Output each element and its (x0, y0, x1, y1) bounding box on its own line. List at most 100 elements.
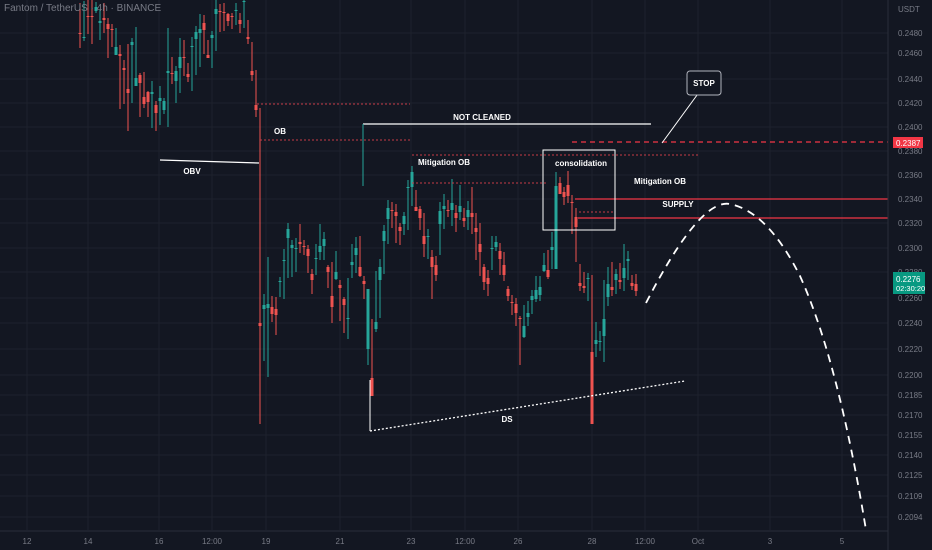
candle (498, 243, 502, 275)
candle-body (558, 183, 562, 194)
exchange: BINANCE (116, 3, 162, 14)
candle-body (506, 289, 510, 296)
candle-body (262, 305, 266, 309)
candle-body (206, 55, 210, 58)
candle-body (186, 74, 190, 77)
candle (602, 280, 606, 362)
mitigation-ob-label: Mitigation OB (634, 177, 686, 186)
candle (246, 20, 250, 44)
candle (450, 179, 454, 226)
candle (214, 0, 218, 51)
candle-body (214, 9, 218, 14)
candle-body (486, 278, 490, 284)
candle (454, 205, 458, 232)
stop-pointer (661, 90, 701, 144)
candle-body (386, 208, 390, 219)
candle-body (166, 71, 170, 73)
candle (478, 223, 482, 276)
candle (218, 4, 222, 32)
candle (426, 229, 430, 259)
candle-body (194, 32, 198, 39)
candle-body (298, 242, 302, 244)
candle-body (274, 309, 278, 315)
candle-body (102, 18, 106, 20)
candle-body (122, 68, 126, 70)
candle (294, 238, 298, 272)
candle (530, 290, 534, 314)
candle (534, 276, 538, 302)
candle (362, 276, 366, 299)
price-tick-label: 0.2109 (898, 492, 923, 501)
candle (610, 262, 614, 296)
candle (330, 262, 334, 323)
candle (98, 10, 102, 40)
timeframe: 4h (96, 3, 108, 14)
candle (598, 331, 602, 351)
candle-body (342, 299, 346, 305)
candle (86, 0, 90, 34)
currency-label: USDT (898, 5, 920, 14)
candle (346, 278, 350, 339)
candle-body (138, 75, 142, 83)
candle (490, 236, 494, 270)
candle (494, 236, 498, 251)
candle-body (410, 172, 414, 187)
candle (146, 91, 150, 117)
candle-body (238, 20, 242, 24)
candle-body (362, 281, 366, 284)
candle (470, 187, 474, 234)
candle-body (322, 239, 326, 246)
candle-body (146, 92, 150, 102)
candle (626, 251, 630, 280)
candle (102, 3, 106, 33)
candle-body (330, 296, 334, 307)
price-tick-label: 0.2400 (898, 123, 923, 132)
candle-body (282, 260, 286, 261)
time-axis[interactable]: 12 14 16 12:00 19 21 23 12:00 26 28 12:00 Oct 3 5 (0, 530, 888, 546)
candle (398, 223, 402, 245)
candle-body (394, 212, 398, 216)
candle (122, 60, 126, 104)
candle (386, 200, 390, 244)
price-tick-label: 0.2480 (898, 29, 923, 38)
candle (514, 298, 518, 326)
candle (546, 250, 550, 279)
candle-body (462, 218, 466, 221)
not-cleaned-label: NOT CLEANED (453, 113, 511, 122)
candle-body (98, 21, 102, 23)
candle (270, 296, 274, 322)
candle (506, 286, 510, 301)
candle (82, 1, 86, 41)
candle (138, 73, 142, 117)
candle (466, 201, 470, 230)
candle (206, 40, 210, 58)
candle-body (630, 283, 634, 286)
candle (342, 297, 346, 333)
time-tick-label: 19 (262, 537, 271, 546)
price-axis[interactable]: USDT 0.2480 0.2460 0.2440 0.2420 0.2400 0.2380… (887, 0, 925, 550)
candle (446, 200, 450, 217)
candle (590, 275, 594, 424)
candle (262, 294, 266, 361)
candle-body (82, 37, 86, 38)
time-tick-label: 23 (407, 537, 416, 546)
ds-label: DS (501, 415, 513, 424)
candle-body (406, 187, 410, 188)
obv-label: OBV (183, 167, 201, 176)
time-tick-label: 14 (84, 537, 93, 546)
candle-body (474, 228, 478, 232)
candle (350, 244, 354, 278)
candle-body (190, 46, 194, 47)
candle (106, 18, 110, 58)
price-tick-label: 0.2240 (898, 319, 923, 328)
candle-body (218, 11, 222, 12)
grid (0, 0, 888, 530)
candle-body (306, 249, 310, 256)
candle (314, 244, 318, 275)
time-tick-label: Oct (692, 537, 705, 546)
candle (114, 28, 118, 55)
candle-body (586, 278, 590, 279)
candle (614, 269, 618, 294)
consolidation-label: consolidation (555, 159, 607, 168)
